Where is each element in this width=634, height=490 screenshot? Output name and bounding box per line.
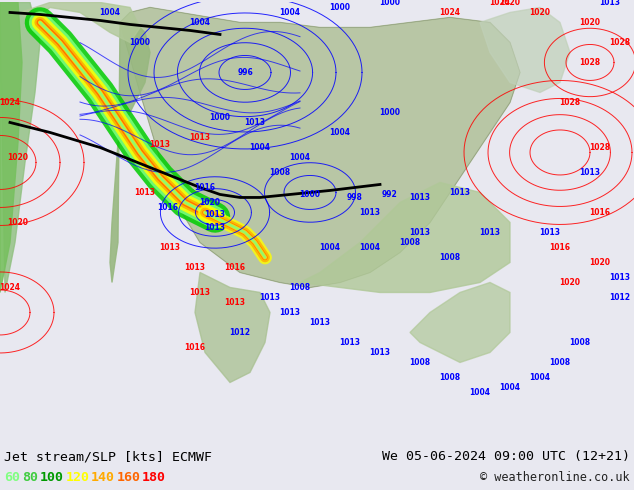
Text: 1028: 1028 — [579, 58, 600, 67]
Text: 1020: 1020 — [590, 258, 611, 267]
Text: 1004: 1004 — [290, 153, 311, 162]
Text: 140: 140 — [91, 471, 115, 485]
Text: 1004: 1004 — [250, 143, 271, 152]
Text: 1016: 1016 — [195, 183, 216, 192]
Text: 1000: 1000 — [299, 190, 321, 199]
Text: 1012: 1012 — [230, 328, 250, 337]
Text: 1008: 1008 — [550, 358, 571, 367]
Text: We 05-06-2024 09:00 UTC (12+21): We 05-06-2024 09:00 UTC (12+21) — [382, 450, 630, 464]
Text: 1004: 1004 — [330, 128, 351, 137]
Text: 1013: 1013 — [540, 228, 560, 237]
Polygon shape — [480, 7, 570, 93]
Text: 1008: 1008 — [269, 168, 290, 177]
Text: 1000: 1000 — [330, 3, 351, 12]
Text: 1013: 1013 — [450, 188, 470, 197]
Polygon shape — [195, 272, 270, 383]
Text: 1024: 1024 — [489, 0, 510, 7]
Text: 1024: 1024 — [439, 8, 460, 17]
Text: 1013: 1013 — [370, 348, 391, 357]
Text: 1000: 1000 — [209, 113, 231, 122]
Text: 1013: 1013 — [245, 118, 266, 127]
Text: 120: 120 — [65, 471, 89, 485]
Text: 1028: 1028 — [609, 38, 631, 47]
Text: 1012: 1012 — [609, 293, 630, 302]
Text: 1028: 1028 — [559, 98, 581, 107]
Text: 1013: 1013 — [339, 338, 361, 347]
Polygon shape — [110, 23, 150, 282]
Text: © weatheronline.co.uk: © weatheronline.co.uk — [481, 471, 630, 485]
Text: 1008: 1008 — [439, 253, 460, 262]
Text: 1020: 1020 — [529, 8, 550, 17]
Text: 1024: 1024 — [0, 98, 20, 107]
Text: 1013: 1013 — [280, 308, 301, 317]
Text: 180: 180 — [142, 471, 166, 485]
Text: 1013: 1013 — [224, 298, 245, 307]
Polygon shape — [120, 7, 520, 288]
Text: 992: 992 — [382, 190, 398, 199]
Text: 1004: 1004 — [100, 8, 120, 17]
Text: 1013: 1013 — [190, 288, 210, 297]
Text: 1013: 1013 — [134, 188, 155, 197]
Text: 1013: 1013 — [579, 168, 600, 177]
Text: 1000: 1000 — [129, 38, 150, 47]
Text: 1004: 1004 — [280, 8, 301, 17]
Text: 1013: 1013 — [259, 293, 280, 302]
Text: 1016: 1016 — [550, 243, 571, 252]
Text: 1013: 1013 — [359, 208, 380, 217]
Text: 1008: 1008 — [410, 358, 430, 367]
Text: 1013: 1013 — [410, 193, 430, 202]
Polygon shape — [300, 182, 510, 293]
Text: 1013: 1013 — [205, 223, 226, 232]
Text: 60: 60 — [4, 471, 20, 485]
Polygon shape — [410, 282, 510, 363]
Text: 1020: 1020 — [8, 153, 29, 162]
Polygon shape — [0, 2, 22, 293]
Text: 1004: 1004 — [529, 373, 550, 382]
Polygon shape — [0, 2, 40, 293]
Text: 1013: 1013 — [205, 210, 226, 219]
Text: 1013: 1013 — [479, 228, 500, 237]
Text: 1020: 1020 — [500, 0, 521, 7]
Text: Jet stream/SLP [kts] ECMWF: Jet stream/SLP [kts] ECMWF — [4, 450, 212, 464]
Text: 1016: 1016 — [590, 208, 611, 217]
Text: 1013: 1013 — [309, 318, 330, 327]
Text: 1000: 1000 — [380, 0, 401, 7]
Text: 160: 160 — [117, 471, 141, 485]
Text: 1020: 1020 — [8, 218, 29, 227]
Polygon shape — [20, 2, 140, 43]
Text: 1028: 1028 — [590, 143, 611, 152]
Text: 998: 998 — [347, 193, 363, 202]
Text: 1020: 1020 — [200, 198, 221, 207]
Text: 1013: 1013 — [600, 0, 621, 7]
Text: 1013: 1013 — [150, 140, 171, 149]
Text: 1004: 1004 — [320, 243, 340, 252]
Text: 1013: 1013 — [190, 133, 210, 142]
Text: 1004: 1004 — [470, 388, 491, 397]
Text: 1004: 1004 — [500, 383, 521, 392]
Text: 996: 996 — [237, 68, 253, 77]
Text: 1020: 1020 — [559, 278, 581, 287]
Text: 1016: 1016 — [157, 203, 179, 212]
Text: 1000: 1000 — [380, 108, 401, 117]
Text: 80: 80 — [22, 471, 38, 485]
Text: 1008: 1008 — [439, 373, 460, 382]
Text: 1004: 1004 — [190, 18, 210, 27]
Text: 1024: 1024 — [0, 283, 20, 292]
Text: 1008: 1008 — [399, 238, 420, 247]
Text: 1016: 1016 — [184, 343, 205, 352]
Text: 100: 100 — [40, 471, 64, 485]
Text: 1013: 1013 — [184, 263, 205, 272]
Text: 1008: 1008 — [569, 338, 590, 347]
Text: 1013: 1013 — [609, 273, 630, 282]
Text: 1013: 1013 — [160, 243, 181, 252]
Text: 1016: 1016 — [224, 263, 245, 272]
Text: 1004: 1004 — [359, 243, 380, 252]
Text: 1020: 1020 — [579, 18, 600, 27]
Text: 1008: 1008 — [290, 283, 311, 292]
Text: 1013: 1013 — [410, 228, 430, 237]
